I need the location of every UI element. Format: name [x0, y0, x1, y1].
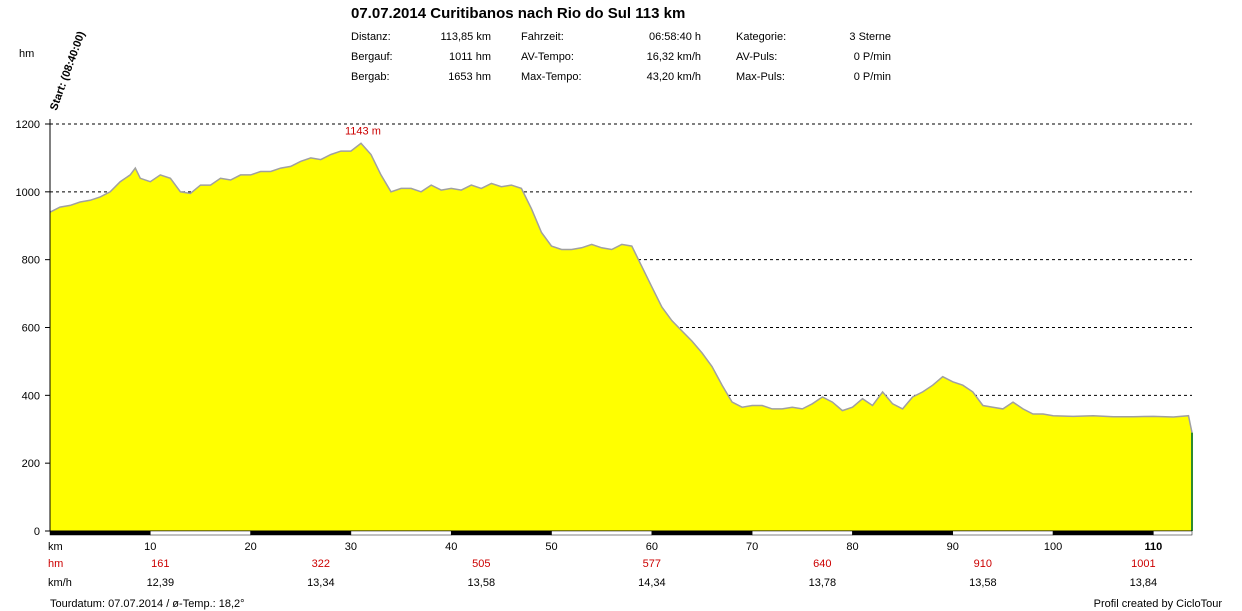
y-tick-label-1000: 1000: [16, 187, 40, 199]
row-value-hm: 910: [974, 558, 992, 570]
row-value-hm: 1001: [1131, 558, 1155, 570]
x-tick-label-10: 10: [144, 541, 156, 553]
stat-label-distance: Distanz:: [351, 31, 391, 43]
x-axis-segment-60: [651, 530, 753, 536]
y-tick-label-1200: 1200: [16, 119, 40, 131]
stat-value-ascent: 1011 hm: [449, 51, 491, 63]
elevation-area: [50, 143, 1192, 532]
stat-label-max-pulse: Max-Puls:: [736, 71, 785, 83]
elevation-profile-line: [49, 142, 1193, 433]
stat-label-avg-pulse: AV-Puls:: [736, 51, 778, 63]
row-value-hm: 640: [813, 558, 831, 570]
x-tick-label-100: 100: [1044, 541, 1062, 553]
x-tick-label-90: 90: [947, 541, 959, 553]
stat-label-category: Kategorie:: [736, 31, 787, 43]
stat-label-descent: Bergab:: [351, 71, 390, 83]
x-axis-segment-70: [751, 530, 853, 536]
x-tick-label-70: 70: [746, 541, 758, 553]
peak-label: 1143 m: [345, 125, 381, 137]
stat-value-max-speed: 43,20 km/h: [646, 71, 701, 83]
chart-title: 07.07.2014 Curitibanos nach Rio do Sul 1…: [351, 5, 686, 22]
y-tick-label-200: 200: [22, 458, 40, 470]
x-tick-label-20: 20: [244, 541, 256, 553]
row-label-km-h: km/h: [48, 577, 72, 589]
x-axis-segment-50: [551, 530, 653, 536]
axis-labels: 0 200 400 600 800 1000 1200 10 20 30 40 50 60 70 80 90 1…: [16, 119, 1163, 589]
x-tick-label-50: 50: [545, 541, 557, 553]
x-tick-label-80: 80: [846, 541, 858, 553]
stat-value-category: 3 Sterne: [849, 31, 891, 43]
row-value-km-h: 13,58: [468, 577, 496, 589]
row-value-hm: 505: [472, 558, 490, 570]
x-axis-segment-90: [952, 530, 1054, 536]
x-axis-segment-110: [1153, 530, 1193, 536]
row-label-km: km: [48, 541, 63, 553]
x-axis-segment-30: [350, 530, 452, 536]
stat-label-avg-speed: AV-Tempo:: [521, 51, 574, 63]
row-label-hm: hm: [48, 558, 63, 570]
stat-label-ascent: Bergauf:: [351, 51, 393, 63]
y-tick-label-600: 600: [22, 323, 40, 335]
x-tick-label-30: 30: [345, 541, 357, 553]
y-axis-label: hm: [19, 48, 35, 60]
stat-label-ride-time: Fahrzeit:: [521, 31, 564, 43]
credit-text: Profil created by CicloTour: [1093, 598, 1222, 610]
stat-value-distance: 113,85 km: [440, 31, 491, 43]
x-axis-segment-40: [450, 530, 552, 536]
x-tick-label-40: 40: [445, 541, 457, 553]
x-axis-segment-20: [250, 530, 352, 536]
x-axis-segment-100: [1052, 530, 1154, 536]
stat-value-avg-pulse: 0 P/min: [853, 51, 891, 63]
x-axis-segment-10: [150, 530, 251, 536]
row-value-hm: 322: [312, 558, 330, 570]
axes: [45, 119, 1193, 536]
x-axis-segment-80: [852, 530, 954, 536]
row-value-hm: 161: [151, 558, 169, 570]
y-tick-label-0: 0: [34, 526, 40, 538]
stat-value-avg-speed: 16,32 km/h: [646, 51, 701, 63]
row-value-km-h: 13,84: [1130, 577, 1158, 589]
row-value-km-h: 14,34: [638, 577, 666, 589]
x-tick-label-110: 110: [1145, 541, 1163, 553]
y-tick-label-400: 400: [22, 390, 40, 402]
row-value-km-h: 13,34: [307, 577, 335, 589]
row-value-hm: 577: [643, 558, 661, 570]
row-value-km-h: 13,78: [809, 577, 837, 589]
y-tick-label-800: 800: [22, 255, 40, 267]
x-tick-label-60: 60: [646, 541, 658, 553]
x-axis-segment-0: [49, 530, 151, 536]
row-value-km-h: 12,39: [147, 577, 175, 589]
stat-value-max-pulse: 0 P/min: [853, 71, 891, 83]
stat-value-descent: 1653 hm: [448, 71, 491, 83]
row-value-km-h: 13,58: [969, 577, 997, 589]
tour-date-temperature: Tourdatum: 07.07.2014 / ø-Temp.: 18,2°: [50, 598, 245, 610]
stat-value-ride-time: 06:58:40 h: [649, 31, 701, 43]
stat-label-max-speed: Max-Tempo:: [521, 71, 582, 83]
